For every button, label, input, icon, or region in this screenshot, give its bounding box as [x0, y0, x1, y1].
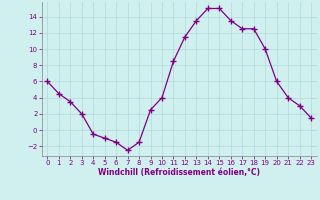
X-axis label: Windchill (Refroidissement éolien,°C): Windchill (Refroidissement éolien,°C) — [98, 168, 260, 177]
